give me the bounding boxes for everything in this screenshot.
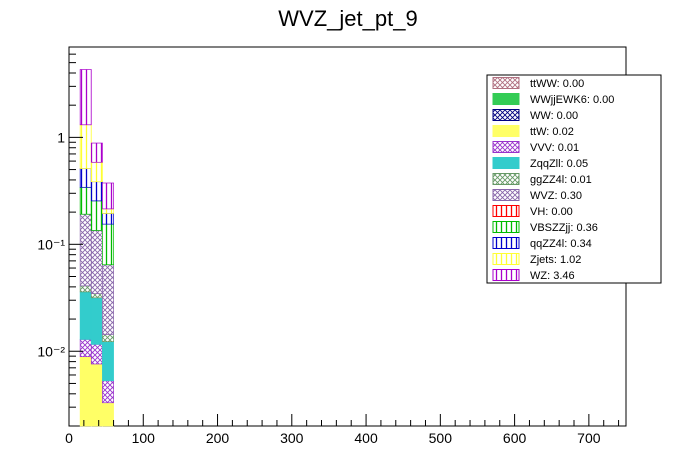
x-axis: 0 100 200 300 400 500 600 700	[65, 414, 620, 446]
legend-label: ttWW: 0.00	[530, 78, 584, 90]
bar-segment	[102, 182, 114, 210]
legend-label: Zjets: 1.02	[530, 254, 581, 266]
legend-swatch	[492, 189, 520, 201]
bar-segment	[102, 213, 114, 225]
bar-segment	[79, 339, 92, 358]
bar-segment	[79, 124, 92, 169]
legend-label: ttW: 0.02	[530, 126, 574, 138]
legend-label: WVZ: 0.30	[530, 190, 582, 202]
bar-segment	[102, 208, 114, 214]
bar-segment	[90, 344, 103, 365]
y-axis: 10⁻² 10⁻¹ 1	[37, 46, 83, 427]
legend-swatch	[492, 77, 520, 89]
legend-swatch	[492, 93, 520, 105]
bars-group	[79, 69, 114, 427]
legend-label: WZ: 3.46	[530, 270, 575, 282]
legend: ttWW: 0.00 WWjjEWK6: 0.00 WW: 0.00 ttW: 0.0…	[486, 74, 662, 284]
legend-swatch	[492, 141, 520, 153]
legend-label: qqZZ4l: 0.34	[530, 238, 592, 250]
bar-segment	[79, 168, 92, 188]
bar-segment	[90, 293, 103, 299]
bar-segment	[102, 341, 114, 382]
bar-segment	[102, 334, 114, 342]
x-tick-label: 200	[206, 430, 230, 446]
bar-segment	[79, 213, 92, 287]
legend-swatch	[492, 253, 520, 265]
legend-label: ggZZ4l: 0.01	[530, 174, 592, 186]
x-tick-label: 700	[577, 430, 601, 446]
y-tick-label: 1	[57, 129, 65, 145]
bar-segment	[102, 380, 114, 404]
legend-label: VBSZZjj: 0.36	[530, 222, 598, 234]
y-tick-label: 10⁻¹	[37, 236, 65, 252]
legend-label: VVV: 0.01	[530, 142, 579, 154]
legend-label: VH: 0.00	[530, 206, 573, 218]
x-tick-label: 400	[354, 430, 378, 446]
chart-title: WVZ_jet_pt_9	[278, 6, 417, 31]
bar-segment	[90, 161, 103, 183]
bar-segment	[90, 297, 103, 345]
legend-swatch	[492, 173, 520, 185]
x-tick-label: 0	[65, 430, 73, 446]
x-tick-label: 600	[503, 430, 527, 446]
x-tick-label: 300	[280, 430, 304, 446]
bar-segment	[79, 356, 92, 427]
legend-label: WW: 0.00	[530, 110, 578, 122]
bar-segment	[90, 363, 103, 427]
bar-segment	[79, 291, 92, 340]
x-tick-label: 500	[429, 430, 453, 446]
legend-label: ZqqZll: 0.05	[530, 158, 588, 170]
bar-segment	[79, 186, 92, 215]
legend-swatch	[492, 221, 520, 233]
y-tick-label: 10⁻²	[37, 343, 65, 359]
bar-segment	[79, 285, 92, 293]
bar-segment	[102, 264, 114, 335]
bar-segment	[90, 230, 103, 294]
bar-segment	[90, 142, 103, 163]
legend-swatch	[492, 125, 520, 137]
bar-segment	[102, 402, 114, 427]
bar-segment	[90, 181, 103, 202]
bar-segment	[90, 200, 103, 231]
legend-swatch	[492, 157, 520, 169]
legend-swatch	[492, 205, 520, 217]
legend-swatch	[492, 109, 520, 121]
x-tick-label: 100	[132, 430, 156, 446]
bar-segment	[102, 223, 114, 266]
legend-swatch	[492, 269, 520, 281]
legend-label: WWjjEWK6: 0.00	[530, 94, 614, 106]
legend-swatch	[492, 237, 520, 249]
bar-segment	[79, 69, 92, 126]
